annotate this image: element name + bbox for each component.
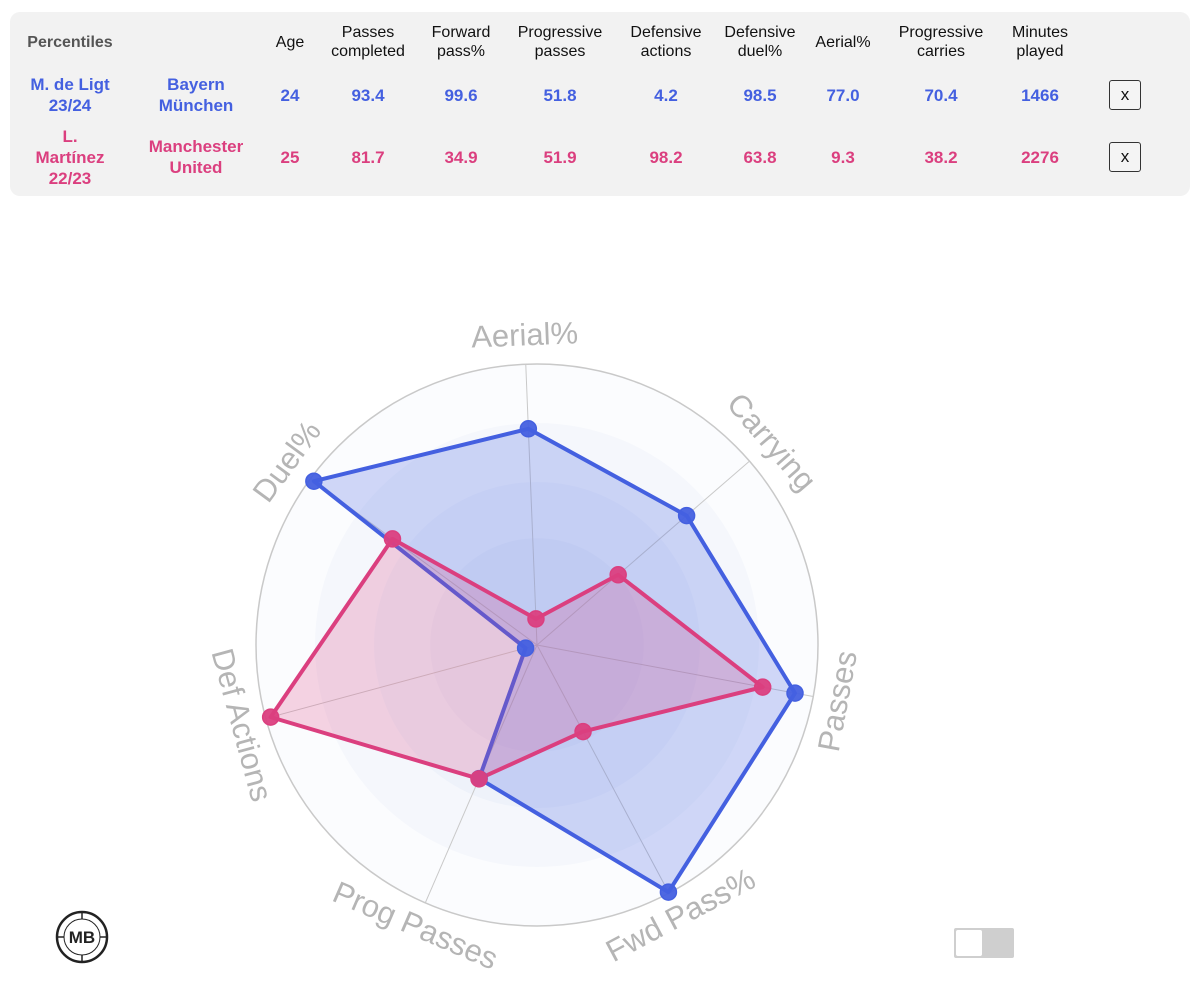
data-point-0-1: [677, 506, 696, 525]
column-header-age: Age: [275, 33, 305, 51]
stat-age: 24: [280, 85, 300, 105]
remove-cell: x: [1080, 124, 1170, 190]
radar-spoke-1: [536, 460, 750, 646]
stat-forward_pass: 99.6: [444, 85, 478, 105]
stat-defensive_duel: 98.5: [743, 85, 777, 105]
mb-logo: MB: [55, 910, 109, 964]
axis-label-0: Aerial%: [471, 315, 579, 354]
column-header-minutes_played: Minutes played: [1011, 24, 1069, 60]
stat-progressive_carries: 70.4: [924, 85, 958, 105]
column-header-defensive_actions: Defensive actions: [630, 24, 702, 60]
data-point-0-6: [305, 472, 323, 490]
percentiles-table: Percentiles Age Passes completed Forward pas…: [10, 18, 1170, 190]
remove-column-header: [1080, 18, 1170, 66]
stat-progressive_passes: 51.9: [543, 147, 577, 167]
stat-forward_pass: 34.9: [444, 147, 478, 167]
percentiles-panel: [10, 12, 1190, 196]
column-header-progressive_carries: Progressive carries: [898, 24, 984, 60]
stat-minutes_played: 2276: [1021, 147, 1059, 167]
column-header-progressive_passes: Progressive passes: [517, 24, 603, 60]
data-point-0-5: [516, 639, 535, 657]
data-point-0-0: [519, 420, 538, 438]
player-team: Bayern München: [158, 75, 234, 115]
stat-progressive_passes: 51.8: [543, 85, 577, 105]
toggle-knob[interactable]: [956, 930, 982, 956]
player-name: L. Martínez 22/23: [35, 126, 105, 188]
data-point-1-5: [261, 708, 280, 726]
stat-defensive_actions: 4.2: [654, 85, 678, 105]
player-team: Manchester United: [148, 137, 244, 177]
radar-outer-ring: [255, 363, 819, 927]
data-point-0-2: [786, 684, 804, 702]
radar-spoke-5: [265, 644, 538, 719]
table-header-row: Percentiles Age Passes completed Forward pas…: [10, 18, 1170, 66]
series-area-0: [311, 426, 798, 895]
stat-defensive_duel: 63.8: [743, 147, 777, 167]
axis-label-2: Passes: [811, 648, 864, 754]
stat-aerial: 9.3: [831, 147, 855, 167]
data-point-1-4: [470, 770, 488, 788]
remove-player-button[interactable]: x: [1109, 142, 1141, 172]
data-point-0-3: [659, 883, 678, 901]
table-row: M. de Ligt 23/24 Bayern München 24 93.4 99.6 51…: [10, 66, 1170, 124]
column-header-defensive_duel: Defensive duel%: [724, 24, 796, 60]
series-area-1: [268, 536, 765, 781]
view-toggle[interactable]: [954, 928, 1014, 958]
stat-passes_completed: 81.7: [351, 147, 385, 167]
remove-player-button[interactable]: x: [1109, 80, 1141, 110]
stat-age: 25: [280, 147, 300, 167]
data-point-1-1: [609, 566, 627, 584]
stat-minutes_played: 1466: [1021, 85, 1059, 105]
column-header-forward_pass: Forward pass%: [431, 24, 491, 60]
stat-passes_completed: 93.4: [351, 85, 385, 105]
logo-text: MB: [69, 928, 95, 947]
stat-progressive_carries: 38.2: [924, 147, 958, 167]
data-point-1-6: [383, 530, 402, 548]
team-column-header: [130, 18, 262, 66]
table-row: L. Martínez 22/23 Manchester United 25 81.7 34.…: [10, 124, 1170, 190]
stat-defensive_actions: 98.2: [649, 147, 683, 167]
data-point-1-2: [753, 678, 772, 696]
player-name: M. de Ligt 23/24: [30, 75, 110, 115]
table-title: Percentiles: [27, 33, 113, 51]
column-header-aerial: Aerial%: [815, 33, 871, 51]
data-point-1-3: [574, 722, 592, 741]
column-header-passes_completed: Passes completed: [331, 24, 405, 60]
stat-aerial: 77.0: [826, 85, 860, 105]
data-point-1-0: [527, 610, 545, 628]
remove-cell: x: [1080, 66, 1170, 124]
radar-spoke-0: [525, 364, 538, 646]
radar-spoke-3: [536, 644, 670, 894]
